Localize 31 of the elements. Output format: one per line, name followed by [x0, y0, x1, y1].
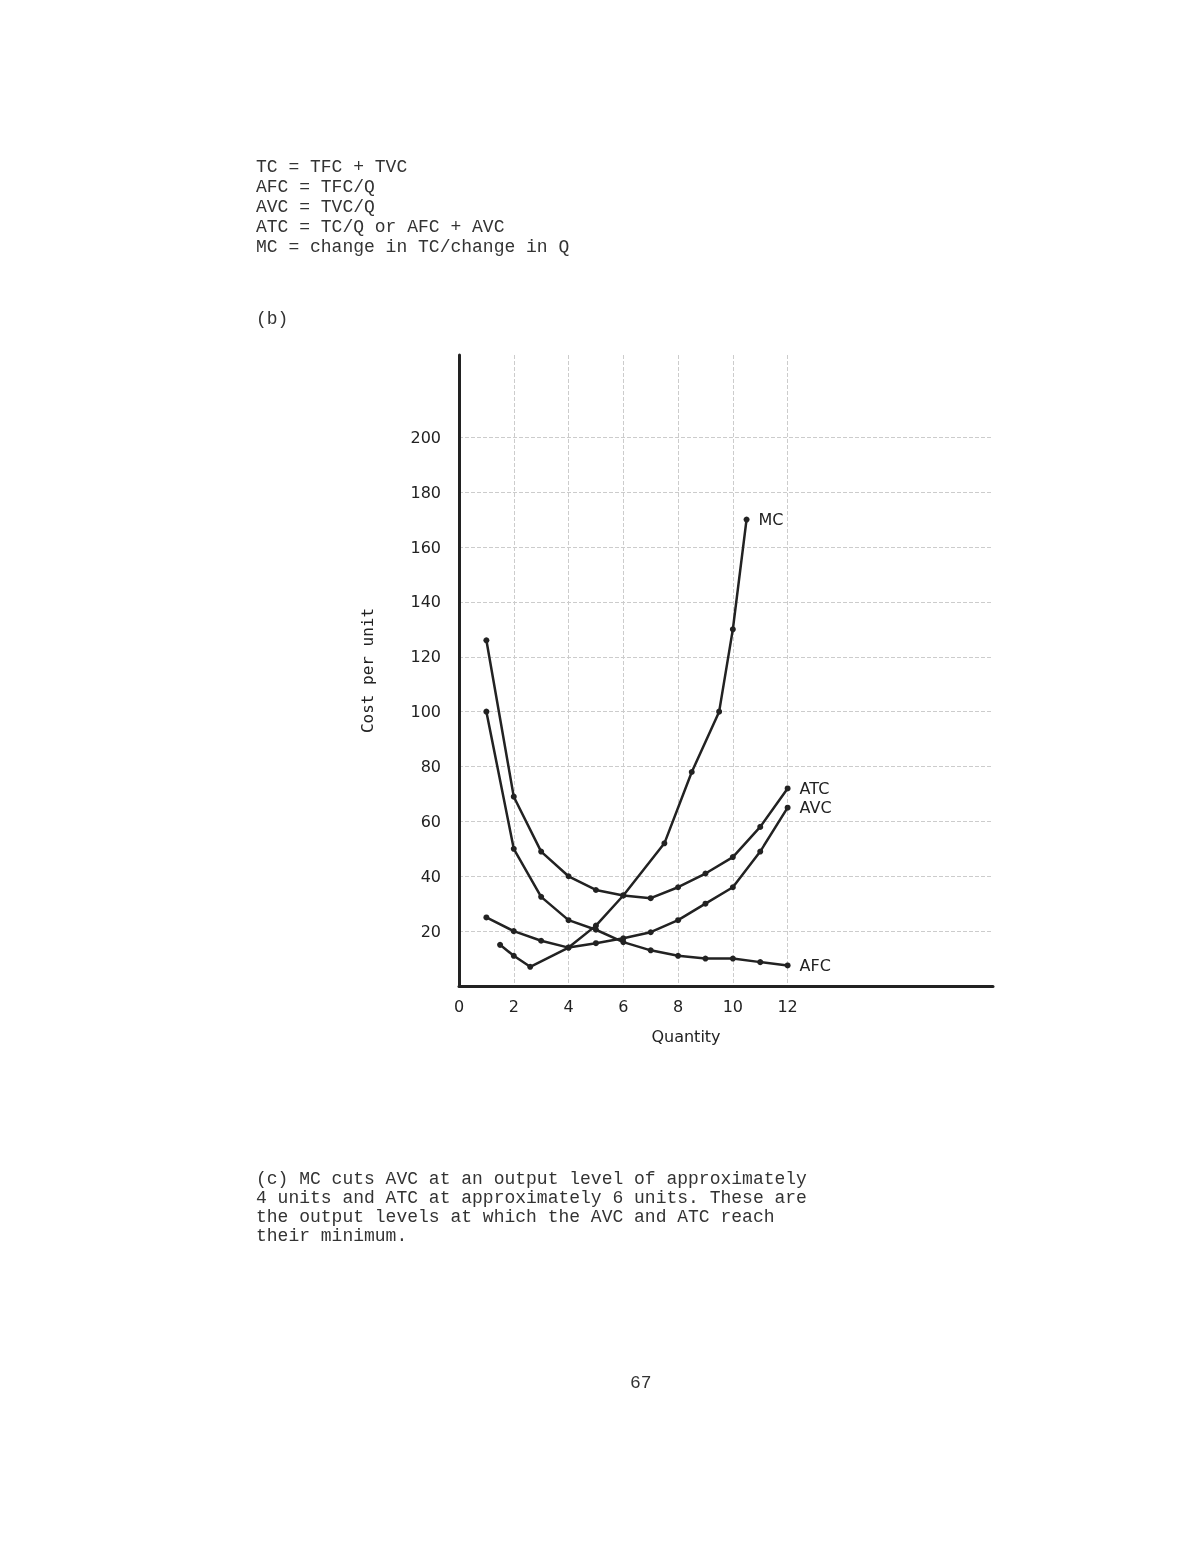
text: TC = TFC + TVC: [256, 157, 409, 177]
y-tick-label: 100: [410, 702, 441, 722]
y-tick-label: 40: [420, 866, 441, 886]
y-tick-label: 60: [420, 811, 441, 831]
x-tick-label: 10: [722, 996, 744, 1016]
x-tick-label: 2: [508, 996, 519, 1016]
text: (c) MC cuts AVC at an output level of approximately 4 units and ATC at approximately 6 units. These are the output levels at which the AVC and ATC reach their minimum.: [256, 1169, 808, 1246]
y-tick-label: 180: [410, 482, 441, 502]
series-label: AFC: [799, 955, 831, 975]
x-tick-label: 4: [563, 996, 574, 1016]
y-tick-label: 120: [410, 647, 441, 667]
series-label: AVC: [799, 798, 832, 818]
y-tick-label: 20: [420, 921, 441, 941]
text: MC = change in TC/change in Q: [256, 237, 571, 257]
x-tick-label: 12: [777, 996, 798, 1016]
y-tick-label: 200: [410, 427, 441, 447]
x-tick-label: 0: [453, 996, 465, 1016]
text: AFC = TFC/Q: [256, 177, 376, 197]
series-label: ATC: [799, 778, 830, 798]
y-tick-label: 80: [420, 757, 441, 777]
x-axis-title: Quantity: [651, 1026, 721, 1046]
text: 67: [630, 1373, 653, 1393]
y-tick-label: 140: [410, 592, 441, 612]
text: (b): [256, 309, 290, 329]
y-tick-label: 160: [410, 537, 441, 557]
text: ATC = TC/Q or AFC + AVC: [256, 217, 506, 237]
x-tick-label: 8: [672, 996, 684, 1016]
series-label: MC: [758, 510, 784, 530]
y-axis-title: Cost per unit: [357, 607, 377, 734]
text: AVC = TVC/Q: [256, 197, 376, 217]
x-tick-label: 6: [618, 996, 629, 1016]
